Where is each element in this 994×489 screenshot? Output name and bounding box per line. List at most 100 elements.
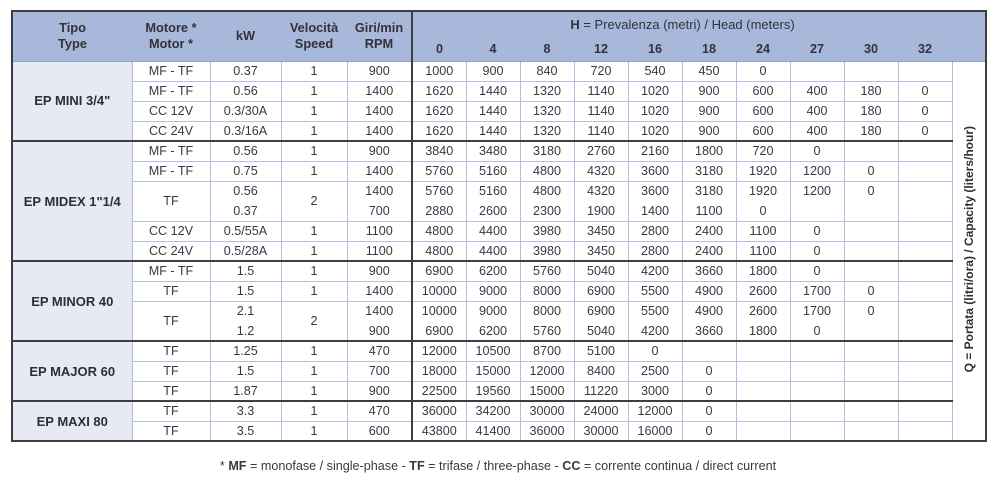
table-row: EP MINOR 40 MF - TF 1.5 1 900 6900 6200 5760 504… bbox=[12, 260, 986, 341]
kw-cell: 3.5 bbox=[209, 420, 281, 441]
q-cell: 2300 bbox=[519, 201, 574, 221]
q-cell: 10500 bbox=[465, 340, 520, 361]
q-cell bbox=[735, 340, 790, 361]
speed-cell: 1 bbox=[280, 420, 347, 441]
q-cell: 0 bbox=[789, 260, 844, 281]
q-cell: 4200 bbox=[627, 321, 682, 341]
q-cell: 9000 bbox=[465, 300, 520, 321]
column-header-type: Tipo Type bbox=[12, 11, 132, 62]
q-cell: 1620 bbox=[411, 100, 466, 121]
rpm-cell: 700 bbox=[346, 360, 412, 381]
q-cell: 4200 bbox=[627, 260, 682, 281]
column-header-speed-line2: Speed bbox=[294, 36, 334, 52]
head-title: H = Prevalenza (metri) / Head (meters) bbox=[410, 11, 953, 37]
q-cell: 30000 bbox=[519, 400, 574, 421]
q-cell: 3180 bbox=[681, 180, 736, 201]
pump-spec-table: Tipo Type Motore * Motor * kW Velocità S… bbox=[11, 10, 988, 442]
q-cell: 5760 bbox=[411, 160, 466, 181]
table-row: TF 1.5 1 700 18000 15000 12000 8400 2500 0 bbox=[12, 360, 986, 381]
q-cell: 18000 bbox=[411, 360, 466, 381]
q-cell: 1020 bbox=[627, 120, 682, 141]
motor-cell: CC 12V bbox=[131, 220, 210, 241]
rpm-cell: 900 bbox=[346, 140, 412, 161]
q-cell: 3660 bbox=[681, 260, 736, 281]
motor-cell: CC 12V bbox=[131, 100, 210, 121]
q-cell: 6200 bbox=[465, 260, 520, 281]
speed-cell: 1 bbox=[280, 160, 347, 181]
speed-cell: 1 bbox=[280, 340, 347, 361]
q-cell bbox=[789, 380, 844, 401]
motor-cell: MF - TF bbox=[131, 260, 210, 281]
q-cell: 1440 bbox=[465, 120, 520, 141]
speed-cell: 1 bbox=[280, 280, 347, 301]
q-cell bbox=[897, 220, 953, 241]
q-cell: 3450 bbox=[573, 220, 628, 241]
speed-cell: 1 bbox=[280, 360, 347, 381]
q-cell: 3980 bbox=[519, 220, 574, 241]
q-cell: 6900 bbox=[411, 260, 466, 281]
table-row: TF 2.1 2 1400 10000 9000 8000 6900 5500 4900 2600 1… bbox=[12, 300, 986, 341]
speed-cell: 2 bbox=[280, 180, 347, 221]
q-cell: 1800 bbox=[681, 140, 736, 161]
q-cell bbox=[735, 360, 790, 381]
q-cell bbox=[843, 340, 898, 361]
q-cell: 8000 bbox=[519, 300, 574, 321]
rpm-cell: 1400 bbox=[346, 100, 412, 121]
head-value-30: 30 bbox=[844, 37, 898, 62]
q-cell: 0 bbox=[897, 100, 953, 121]
table-row: 1.2 900 6900 6200 5760 5040 4200 3660 1800 0 bbox=[12, 321, 986, 341]
kw-cell: 0.56 bbox=[209, 180, 281, 201]
q-cell: 6900 bbox=[573, 300, 628, 321]
q-cell bbox=[843, 201, 898, 221]
table-row: TF 3.5 1 600 43800 41400 36000 30000 16000 0 bbox=[12, 420, 986, 441]
q-cell bbox=[789, 201, 844, 221]
rpm-cell: 1400 bbox=[346, 280, 412, 301]
column-header-motor-line2: Motor * bbox=[148, 36, 194, 52]
q-cell: 180 bbox=[843, 80, 898, 101]
q-cell: 4320 bbox=[573, 160, 628, 181]
q-cell: 5760 bbox=[519, 260, 574, 281]
motor-cell: MF - TF bbox=[131, 140, 210, 161]
table-header: Tipo Type Motore * Motor * kW Velocità S… bbox=[12, 11, 987, 62]
q-cell: 2880 bbox=[411, 201, 466, 221]
q-cell: 4800 bbox=[411, 240, 466, 261]
speed-cell: 1 bbox=[280, 240, 347, 261]
q-cell: 3180 bbox=[519, 140, 574, 161]
q-cell: 0 bbox=[627, 340, 682, 361]
head-title-rest: = Prevalenza (metri) / Head (meters) bbox=[579, 17, 795, 32]
q-cell: 0 bbox=[843, 300, 898, 321]
q-cell: 10000 bbox=[411, 300, 466, 321]
motor-cell: CC 24V bbox=[131, 240, 210, 261]
q-cell: 8400 bbox=[573, 360, 628, 381]
q-cell: 11220 bbox=[573, 380, 628, 401]
q-cell: 600 bbox=[735, 120, 790, 141]
q-cell: 3840 bbox=[411, 140, 466, 161]
kw-cell: 1.5 bbox=[209, 280, 281, 301]
q-cell: 1700 bbox=[789, 280, 844, 301]
head-corner bbox=[952, 11, 987, 62]
q-cell bbox=[735, 400, 790, 421]
rpm-cell: 1400 bbox=[346, 120, 412, 141]
q-cell bbox=[843, 140, 898, 161]
q-cell: 0 bbox=[735, 61, 790, 81]
column-header-speed-line1: Velocità bbox=[289, 20, 339, 36]
speed-cell: 1 bbox=[280, 100, 347, 121]
table-row: CC 12V 0.3/30A 1 1400 1620 1440 1320 1140 1020 90… bbox=[12, 100, 986, 121]
kw-cell: 1.5 bbox=[209, 360, 281, 381]
motor-cell: TF bbox=[131, 360, 210, 381]
rpm-cell: 900 bbox=[346, 61, 412, 81]
q-cell: 0 bbox=[681, 380, 736, 401]
head-value-16: 16 bbox=[628, 37, 682, 62]
q-cell bbox=[897, 180, 953, 201]
q-cell: 5160 bbox=[465, 180, 520, 201]
q-cell: 450 bbox=[681, 61, 736, 81]
q-cell bbox=[843, 260, 898, 281]
q-cell: 840 bbox=[519, 61, 574, 81]
q-cell: 1140 bbox=[573, 100, 628, 121]
q-cell: 1800 bbox=[735, 260, 790, 281]
q-cell bbox=[789, 400, 844, 421]
kw-cell: 0.75 bbox=[209, 160, 281, 181]
kw-cell: 1.2 bbox=[209, 321, 281, 341]
q-cell bbox=[897, 420, 953, 441]
kw-cell: 1.25 bbox=[209, 340, 281, 361]
